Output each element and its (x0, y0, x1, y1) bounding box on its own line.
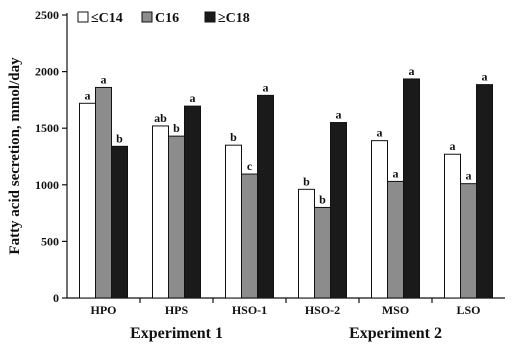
x-tick-label-mso: MSO (382, 303, 409, 317)
data-label-c14-mso: a (377, 126, 383, 140)
bar-c18-mso (403, 78, 420, 299)
x-tick-label-hpo: HPO (91, 303, 117, 317)
x-tick-label-hps: HPS (165, 303, 189, 317)
bar-c18-hso-2 (330, 122, 347, 299)
bar-c18-hso-1 (257, 94, 274, 299)
legend-swatch-c16 (141, 11, 153, 23)
bar-c14-mso (371, 140, 388, 299)
data-label-c14-lso: a (450, 139, 456, 153)
group-label-2: Experiment 2 (349, 325, 442, 342)
data-label-c18-hso-2: a (336, 108, 342, 122)
bar-c16-hps (168, 135, 185, 299)
data-label-c14-hso-1: b (230, 130, 237, 144)
legend-label-3: ≥C18 (218, 11, 250, 26)
bar-c18-hpo (111, 145, 128, 299)
data-label-c18-hso-1: a (263, 80, 269, 94)
y-tick-label-2500: 2500 (35, 8, 59, 22)
data-label-c16-lso: a (466, 169, 472, 183)
data-label-c16-mso: a (393, 166, 399, 180)
x-axis: HPO HPS HSO-1 HSO-2 MSO LSO Experiment 1 Experi… (67, 297, 505, 342)
y-tick-label-0: 0 (53, 291, 59, 305)
bar-c16-hso-2 (314, 206, 331, 299)
x-tick-label-lso: LSO (456, 303, 480, 317)
group-label-1: Experiment 1 (130, 325, 223, 342)
bar-c14-hpo (79, 102, 96, 299)
x-tick-label-hso-1: HSO-1 (232, 303, 267, 317)
bar-c14-hps (152, 125, 169, 299)
data-label-c18-lso: a (482, 70, 488, 84)
data-label-c14-hpo: a (85, 88, 91, 102)
data-label-c14-hso-2: b (303, 174, 310, 188)
y-tick-label-1500: 1500 (35, 121, 59, 135)
y-axis-label: Fatty acid secretion, mmol/day (7, 57, 23, 255)
bar-c18-hps (184, 105, 201, 299)
data-label-c14-hps: ab (154, 111, 167, 125)
bar-c16-hso-1 (241, 173, 258, 299)
bars (79, 78, 493, 299)
x-tick-label-hso-2: HSO-2 (305, 303, 340, 317)
legend-swatch-c14 (77, 11, 89, 23)
y-tick-label-1000: 1000 (35, 178, 59, 192)
bar-c16-hpo (95, 86, 112, 299)
data-label-c18-hps: a (190, 91, 196, 105)
legend-swatch-c18 (204, 11, 216, 23)
data-label-c16-hso-1: c (247, 159, 253, 173)
data-label-c16-hpo: a (101, 72, 107, 86)
data-label-c18-hpo: b (116, 131, 123, 145)
legend-label-1: ≤C14 (91, 11, 123, 26)
legend-label-2: C16 (155, 11, 179, 26)
bar-c14-hso-1 (225, 144, 242, 299)
bar-c16-mso (387, 180, 404, 299)
data-label-c18-mso: a (409, 64, 415, 78)
data-label-c16-hso-2: b (319, 192, 326, 206)
y-tick-label-2000: 2000 (35, 65, 59, 79)
y-tick-label-500: 500 (41, 234, 59, 248)
bar-c14-hso-2 (298, 188, 315, 299)
bar-c14-lso (444, 153, 461, 299)
bar-c18-lso (476, 84, 493, 299)
y-axis: 0 500 1000 1500 2000 2500 (35, 8, 68, 305)
data-label-c16-hps: b (173, 121, 180, 135)
bar-c16-lso (460, 183, 477, 299)
legend: ≤C14 C16 ≥C18 (77, 11, 250, 26)
